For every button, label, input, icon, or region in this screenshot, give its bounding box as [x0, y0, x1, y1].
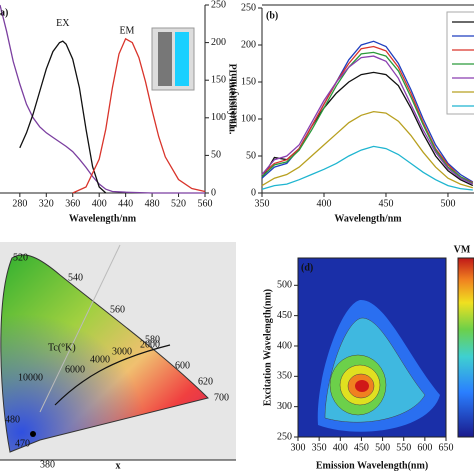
x-tick-label: 440: [118, 198, 133, 209]
x-tick-label: 600: [417, 442, 432, 453]
y-tick-label: 200: [211, 37, 226, 48]
series-line: [261, 71, 474, 187]
y-tick-label: 250: [241, 2, 256, 13]
wavelength-label: 480: [5, 414, 20, 425]
x-tick-label: 500: [375, 442, 390, 453]
y-tick-label: 400: [277, 340, 292, 351]
series-line: [261, 45, 474, 184]
cct-title: Tc(°K): [48, 342, 76, 353]
wavelength-label: 560: [110, 304, 125, 315]
panel-label: a): [0, 7, 8, 18]
y-tick-label: 500: [277, 280, 292, 291]
cie-outline: [0, 254, 209, 453]
annotation: EM: [119, 26, 134, 37]
cie-panel: [0, 242, 236, 461]
y-tick-label: 0: [211, 187, 216, 198]
series-line: [261, 110, 473, 189]
y-tick-label: 50: [211, 150, 221, 161]
vial-blue: [175, 32, 189, 86]
series-line: [72, 37, 206, 194]
contour-frame: [297, 257, 447, 438]
x-tick-label: 320: [39, 198, 54, 209]
cie-blue: [0, 254, 209, 452]
wavelength-label: 580: [145, 334, 160, 345]
series-line: [0, 4, 205, 194]
x-tick-label: 480: [145, 198, 160, 209]
y-axis-title: Intensity/nm: [228, 73, 239, 128]
x-tick-label: 350: [255, 198, 270, 209]
annotation: EX: [56, 18, 70, 29]
x-tick-label: 400: [333, 442, 348, 453]
wavelength-label: 470: [15, 438, 30, 449]
y-tick-label: 450: [277, 310, 292, 321]
y-tick-label: 250: [277, 431, 292, 442]
x-axis-title: Wavelength/nm: [69, 213, 137, 224]
y-tick-label: 200: [241, 39, 256, 50]
x-axis-title: x: [116, 460, 121, 471]
cie-diag: [39, 244, 121, 413]
vial-dark: [158, 32, 172, 86]
y-axis-title: PL Intensity/a.u.: [227, 64, 238, 135]
wavelength-label: 540: [68, 272, 83, 283]
y-tick-label: 150: [211, 74, 226, 85]
cct-label: 4000: [90, 354, 110, 365]
y-tick-label: 0: [251, 187, 256, 198]
x-tick-label: 560: [198, 198, 213, 209]
y-tick-label: 100: [211, 112, 226, 123]
wavelength-label: 380: [40, 459, 55, 470]
x-tick-label: 450: [378, 198, 393, 209]
series-line: [261, 55, 474, 185]
y-tick-label: 300: [277, 401, 292, 412]
y-tick-label: 150: [241, 76, 256, 87]
y-tick-label: 350: [277, 371, 292, 382]
x-tick-label: 280: [12, 198, 27, 209]
x-tick-label: 520: [171, 198, 186, 209]
panel-label: (b): [266, 10, 278, 21]
legend-box: [446, 11, 474, 115]
x-tick-label: 350: [312, 442, 327, 453]
wavelength-label: 600: [175, 360, 190, 371]
x-tick-label: 360: [65, 198, 80, 209]
planck-locus: [54, 344, 171, 406]
wavelength-label: 620: [198, 376, 213, 387]
x-tick-label: 650: [439, 442, 454, 453]
y-tick-label: 250: [211, 0, 226, 10]
x-tick-label: 400: [92, 198, 107, 209]
cct-label: 6000: [65, 364, 85, 375]
x-tick-label: 400: [316, 198, 331, 209]
cie-point: [30, 431, 36, 437]
contour-level: [355, 380, 369, 392]
colorbar-title: VM: [454, 244, 471, 255]
x-tick-label: 500: [440, 198, 455, 209]
series-line: [261, 40, 474, 183]
cct-label: 3000: [112, 346, 132, 357]
x-axis-title: Wavelength/nm: [334, 213, 402, 224]
x-tick-label: 550: [396, 442, 411, 453]
x-tick-label: 450: [354, 442, 369, 453]
x-tick-label: 300: [291, 442, 306, 453]
contour-panel: [297, 257, 474, 438]
y-tick-label: 50: [246, 150, 256, 161]
x-axis-title: Emission Wavelength(nm): [316, 460, 428, 471]
wavelength-label: 520: [13, 252, 28, 263]
colorbar: [457, 257, 474, 438]
series-line: [19, 40, 107, 194]
y-tick-label: 100: [241, 113, 256, 124]
panel-label: (d): [301, 262, 313, 273]
cct-label: 2000: [140, 339, 160, 350]
wavelength-label: 700: [214, 392, 229, 403]
series-line: [261, 51, 474, 184]
y-axis-title: Excitation Wavelength(nm): [262, 289, 273, 406]
cct-label: 10000: [18, 372, 43, 383]
series-line: [261, 145, 473, 191]
